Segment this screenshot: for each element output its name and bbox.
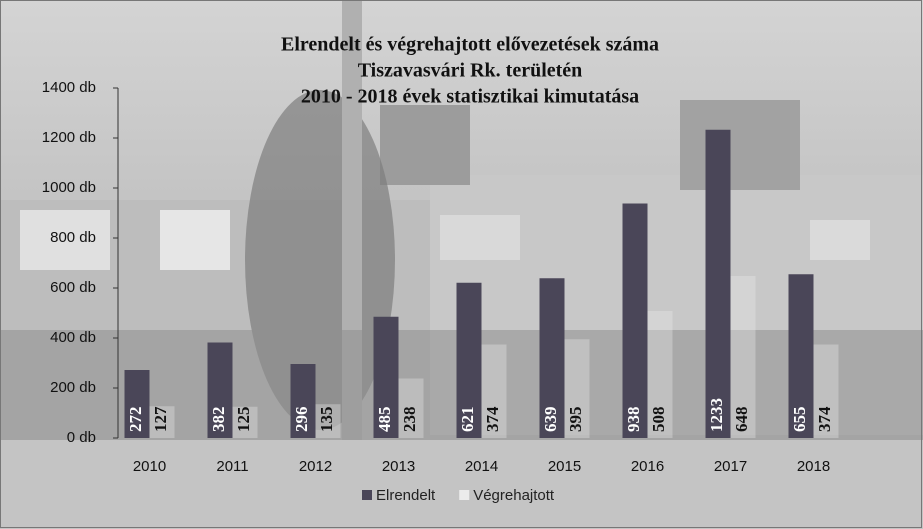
value-label: 938 (624, 407, 643, 433)
y-tick-label: 400 db (50, 329, 96, 346)
value-label: 127 (151, 406, 170, 432)
y-tick-label: 1000 db (42, 179, 96, 196)
value-label: 508 (649, 407, 668, 433)
legend-label: Elrendelt (376, 487, 436, 504)
x-tick-label: 2016 (631, 458, 664, 475)
chart-title: 2010 - 2018 évek statisztikai kimutatása (301, 86, 639, 108)
y-tick-label: 600 db (50, 279, 96, 296)
x-tick-label: 2013 (382, 458, 415, 475)
legend-swatch (459, 490, 469, 500)
legend-label: Végrehajtott (473, 487, 555, 504)
legend-swatch (362, 490, 372, 500)
value-label: 655 (790, 407, 809, 433)
value-label: 272 (126, 407, 145, 433)
x-tick-label: 2015 (548, 458, 581, 475)
bar (623, 204, 648, 439)
value-label: 485 (375, 407, 394, 433)
value-label: 382 (209, 407, 228, 433)
y-tick-label: 1200 db (42, 129, 96, 146)
value-label: 125 (234, 407, 253, 433)
value-label: 296 (292, 407, 311, 433)
value-label: 374 (815, 406, 834, 432)
value-label: 135 (317, 407, 336, 433)
x-tick-label: 2010 (133, 458, 166, 475)
chart-title: Elrendelt és végrehajtott elővezetések s… (281, 34, 659, 56)
value-label: 395 (566, 407, 585, 433)
y-tick-label: 200 db (50, 379, 96, 396)
value-label: 639 (541, 407, 560, 433)
x-tick-label: 2018 (797, 458, 830, 475)
x-tick-label: 2014 (465, 458, 498, 475)
x-tick-label: 2011 (216, 458, 248, 475)
value-label: 648 (732, 407, 751, 433)
value-label: 374 (483, 406, 502, 432)
value-label: 238 (400, 407, 419, 433)
x-tick-label: 2017 (714, 458, 747, 475)
chart-title: Tiszavasvári Rk. területén (358, 60, 583, 82)
bar (706, 130, 731, 438)
value-label: 621 (458, 407, 477, 433)
value-label: 1233 (707, 398, 726, 432)
x-tick-label: 2012 (299, 458, 332, 475)
chart: Elrendelt és végrehajtott elővezetések s… (0, 0, 923, 529)
y-tick-label: 1400 db (42, 79, 96, 96)
y-tick-label: 800 db (50, 229, 96, 246)
y-tick-label: 0 db (67, 429, 96, 446)
